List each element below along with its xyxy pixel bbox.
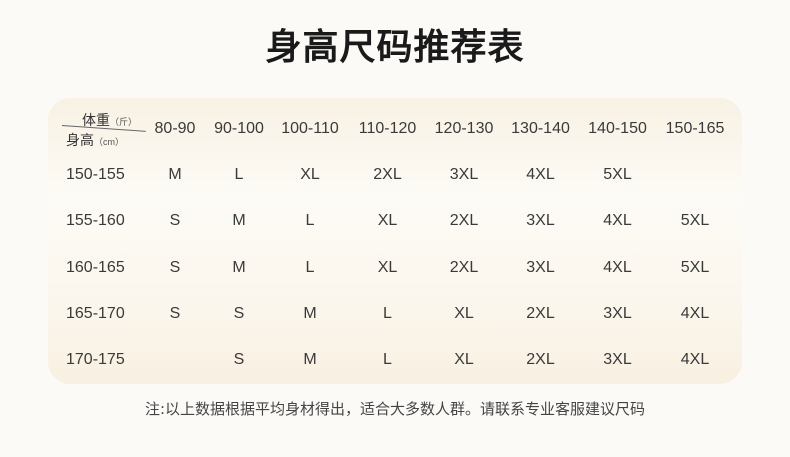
column-header: 130-140: [511, 120, 570, 137]
size-cell: 5XL: [603, 166, 632, 183]
column-header: 90-100: [214, 120, 264, 137]
column-header: 120-130: [434, 120, 494, 137]
size-cell: S: [169, 305, 181, 322]
size-cell: 4XL: [603, 258, 632, 276]
size-cell: 3XL: [603, 351, 632, 368]
size-cell: 5XL: [680, 258, 710, 276]
weight-label: 体重: [82, 112, 110, 128]
size-grid: 体重（斤） 身高（cm） 80-90 90-100 100-110 110-120 12…: [48, 106, 734, 383]
size-cell: 3XL: [603, 305, 632, 322]
size-cell: XL: [377, 212, 398, 229]
size-cell: L: [305, 212, 315, 229]
size-cell: 4XL: [680, 351, 710, 368]
size-cell: XL: [377, 258, 398, 276]
size-cell: S: [169, 258, 181, 276]
row-header-height: 170-175: [66, 351, 125, 368]
size-cell: 4XL: [680, 305, 710, 322]
weight-unit: （斤）: [110, 117, 138, 127]
size-cell: 2XL: [526, 305, 555, 322]
corner-header: 体重（斤） 身高（cm）: [48, 106, 146, 152]
height-unit: （cm）: [94, 137, 124, 147]
size-cell: S: [233, 351, 245, 368]
size-cell: XL: [300, 166, 320, 183]
size-cell: [143, 337, 207, 383]
row-header-height: 150-155: [66, 166, 125, 183]
size-cell: XL: [454, 305, 474, 322]
size-cell: L: [383, 305, 392, 322]
weight-header: 体重（斤）: [82, 110, 137, 130]
size-cell: 3XL: [526, 258, 555, 276]
column-header: 150-165: [665, 120, 725, 137]
size-cell: M: [232, 212, 246, 229]
size-cell: 4XL: [603, 212, 632, 229]
size-cell: 3XL: [449, 166, 479, 183]
row-header-height: 165-170: [66, 305, 125, 322]
size-cell: 2XL: [449, 258, 479, 276]
column-header: 140-150: [588, 120, 647, 137]
size-cell: 4XL: [526, 166, 555, 183]
size-cell: 2XL: [373, 166, 402, 183]
size-cell: M: [303, 305, 317, 322]
height-label: 身高: [66, 132, 94, 148]
size-cell: M: [303, 351, 317, 368]
size-cell: L: [305, 258, 315, 276]
size-cell: M: [232, 258, 246, 276]
row-header-height: 155-160: [66, 212, 125, 229]
size-chart-table: 体重（斤） 身高（cm） 80-90 90-100 100-110 110-120 12…: [48, 98, 742, 384]
size-cell: M: [168, 166, 182, 183]
column-header: 100-110: [281, 120, 339, 137]
size-cell: [656, 152, 734, 198]
size-cell: S: [233, 305, 245, 322]
size-cell: L: [234, 166, 244, 183]
size-cell: XL: [454, 351, 474, 368]
size-cell: 5XL: [680, 212, 710, 229]
size-cell: S: [169, 212, 181, 229]
height-header: 身高（cm）: [66, 130, 124, 150]
row-header-height: 160-165: [66, 258, 125, 276]
footnote: 注:以上数据根据平均身材得出，适合大多数人群。请联系专业客服建议尺码: [144, 400, 646, 418]
size-cell: 3XL: [526, 212, 555, 229]
column-header: 110-120: [358, 120, 417, 137]
size-cell: L: [383, 351, 392, 368]
size-cell: 2XL: [526, 351, 555, 368]
column-header: 80-90: [154, 120, 196, 137]
page-title: 身高尺码推荐表: [265, 27, 525, 68]
size-cell: 2XL: [449, 212, 479, 229]
